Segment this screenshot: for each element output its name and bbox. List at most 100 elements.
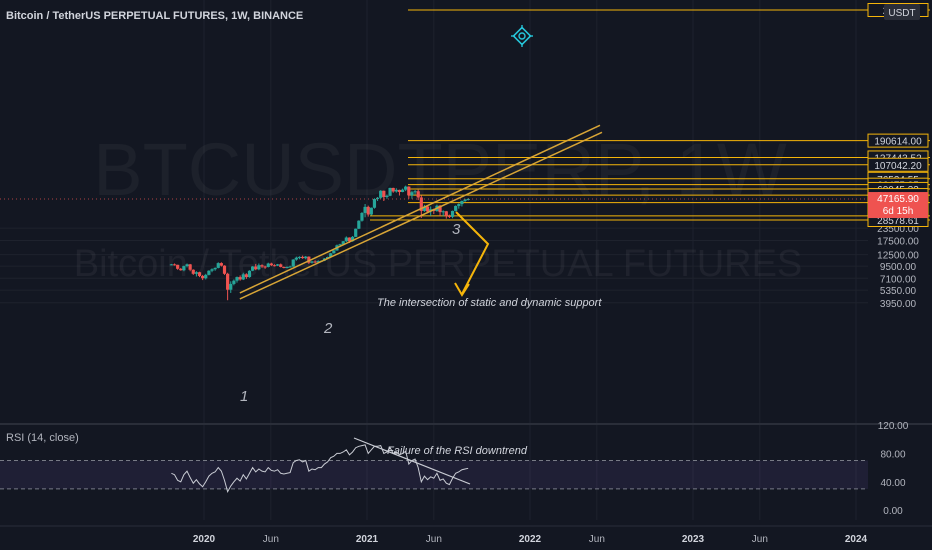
chart-grid	[0, 0, 868, 520]
candle	[388, 187, 392, 197]
candle	[254, 263, 258, 271]
rsi-axis: 120.00 80.00 40.00 0.00	[878, 421, 909, 517]
rsi-title[interactable]: RSI (14, close)	[6, 432, 79, 444]
candle	[251, 266, 255, 272]
candle	[216, 262, 220, 269]
candle	[397, 189, 402, 196]
candle	[282, 266, 286, 269]
svg-text:6d 15h: 6d 15h	[883, 206, 914, 217]
crosshair-target-icon[interactable]	[511, 25, 533, 47]
price-tick: 7100.00	[880, 274, 917, 285]
candle	[197, 271, 202, 278]
time-tick: 2023	[682, 534, 705, 545]
touch-point-1-label: 1	[240, 388, 248, 405]
svg-text:190614.00: 190614.00	[874, 137, 922, 148]
price-tick: 12500.00	[877, 251, 919, 262]
candle	[260, 264, 264, 268]
curved-arrow	[455, 211, 490, 295]
time-tick: Jun	[589, 534, 605, 545]
rsi-note: Failure of the RSI downtrend	[387, 445, 528, 457]
candle	[257, 263, 261, 271]
candle	[244, 273, 248, 279]
level-label: 107042.20	[867, 157, 929, 172]
candle	[191, 269, 195, 275]
candle	[188, 263, 192, 272]
candle	[404, 185, 408, 192]
watermark-description: Bitcoin / TetherUS PERPETUAL FUTURES	[74, 243, 803, 285]
rsi-tick: 0.00	[883, 506, 903, 517]
candle	[288, 265, 292, 268]
candle	[360, 212, 364, 222]
candle	[366, 205, 370, 217]
candle	[441, 210, 445, 217]
currency-badge[interactable]	[884, 4, 920, 20]
time-tick: 2020	[193, 534, 216, 545]
candle	[354, 228, 358, 238]
candle	[291, 259, 295, 267]
candle	[276, 263, 280, 267]
rsi-band	[0, 460, 868, 489]
price-tick: 23500.00	[877, 224, 919, 235]
candle	[172, 263, 177, 266]
candle	[363, 203, 367, 218]
candle	[238, 275, 242, 281]
candle	[454, 205, 458, 212]
candle	[304, 255, 308, 260]
candlestick-series	[169, 185, 470, 301]
current-price-tag: 47165.90 6d 15h	[868, 192, 928, 219]
rsi-tick: 120.00	[878, 421, 909, 432]
currency-label: USDT	[888, 8, 915, 19]
candle	[457, 203, 461, 209]
candle	[391, 187, 395, 193]
candle	[229, 281, 233, 293]
curved-arrow-head	[454, 282, 470, 297]
price-axis[interactable]: 23500.00 17500.00 12500.009500.007100.0053…	[877, 224, 919, 310]
candle	[419, 195, 423, 218]
level-label: 190614.00	[867, 133, 929, 148]
svg-text:28578.61: 28578.61	[877, 216, 919, 227]
candle	[369, 207, 373, 216]
time-tick: Jun	[263, 534, 279, 545]
candle	[279, 263, 283, 268]
candle	[407, 186, 411, 199]
candle	[185, 263, 189, 268]
candle	[266, 262, 270, 268]
candle	[241, 272, 245, 281]
candle	[169, 263, 173, 266]
candle	[207, 270, 211, 276]
candle	[272, 264, 277, 267]
chart-symbol-title[interactable]: Bitcoin / TetherUS PERPETUAL FUTURES, 1W…	[6, 10, 303, 22]
candle	[222, 265, 227, 275]
candle	[382, 190, 386, 202]
touch-point-3-label: 3	[452, 221, 461, 238]
candle	[422, 204, 427, 212]
candle	[285, 266, 289, 269]
candle	[176, 264, 180, 270]
candle	[232, 279, 236, 286]
svg-text:107042.20: 107042.20	[874, 161, 922, 172]
candle	[310, 260, 314, 264]
watermark-symbol: BTCUSDTPERP, 1W	[93, 128, 787, 211]
candle	[210, 268, 214, 273]
trendline-channel[interactable]	[239, 124, 603, 300]
candle	[450, 210, 455, 219]
candle	[182, 265, 186, 272]
candle	[269, 262, 273, 267]
rsi-downtrend-line[interactable]	[353, 437, 471, 485]
rsi-tick: 40.00	[880, 478, 905, 489]
candle	[344, 236, 348, 242]
trendline-lower	[239, 131, 603, 300]
candle	[444, 210, 448, 219]
horizontal-levels	[370, 9, 930, 221]
candle	[447, 214, 452, 218]
candle	[179, 267, 183, 271]
time-axis[interactable]: 2020 Jun 2021 Jun 2022 Jun 2023 Jun 2024	[193, 534, 868, 545]
time-tick: 2021	[356, 534, 379, 545]
candle	[297, 256, 302, 260]
rsi-indicator	[0, 444, 868, 494]
candle	[332, 250, 336, 254]
candle	[294, 256, 298, 261]
candle	[410, 190, 414, 199]
candle	[226, 272, 230, 301]
